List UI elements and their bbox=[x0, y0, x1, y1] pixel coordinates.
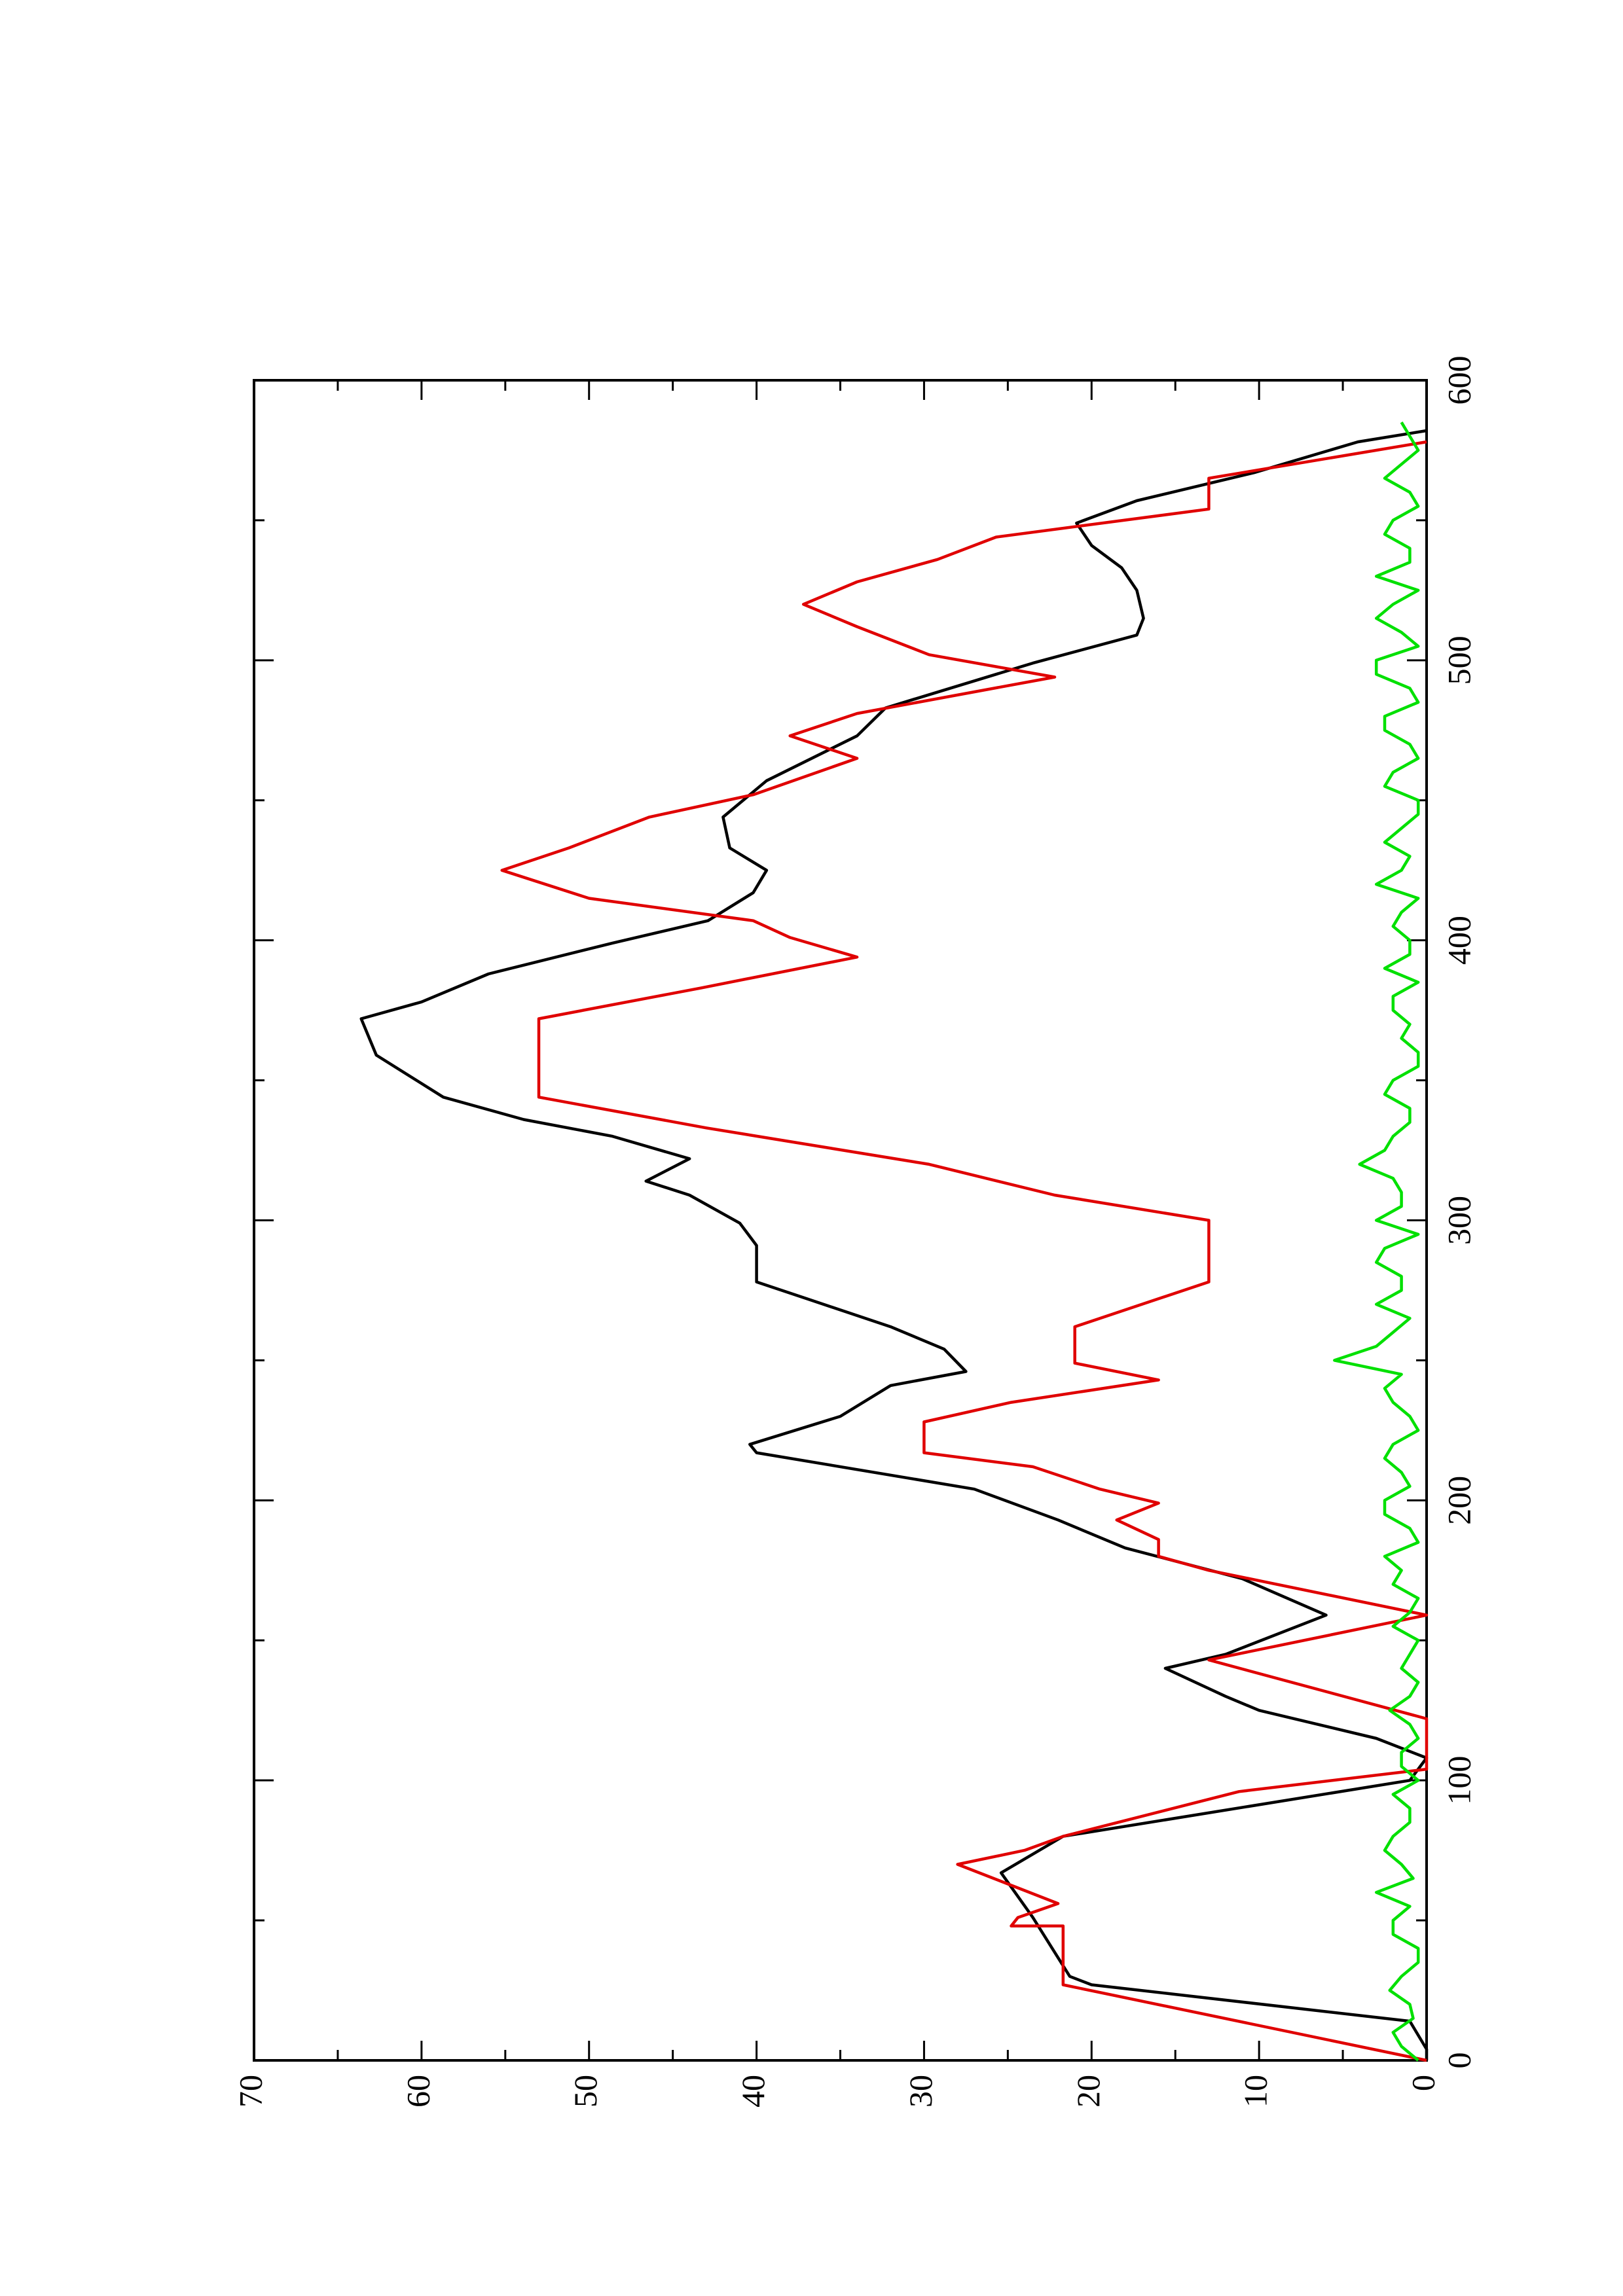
x-tick-label: 0 bbox=[1440, 2053, 1477, 2069]
y-tick-label: 0 bbox=[1404, 2075, 1441, 2091]
data-line bbox=[500, 440, 1429, 2062]
x-tick-label: 100 bbox=[1440, 1756, 1477, 1805]
y-tick-label: 30 bbox=[902, 2075, 939, 2108]
data-line bbox=[359, 429, 1429, 2060]
plot-frame bbox=[253, 379, 1428, 2062]
y-tick-label: 40 bbox=[735, 2075, 771, 2108]
x-tick-label: 200 bbox=[1440, 1476, 1477, 1525]
y-tick-label: 20 bbox=[1070, 2075, 1106, 2108]
y-tick-label: 10 bbox=[1237, 2075, 1274, 2108]
x-tick-label: 300 bbox=[1440, 1196, 1477, 1245]
x-tick-label: 400 bbox=[1440, 916, 1477, 965]
data-line bbox=[1333, 422, 1420, 2062]
y-tick-label: 60 bbox=[399, 2075, 436, 2108]
y-tick-label: 50 bbox=[567, 2075, 604, 2108]
plot-area: 0 100 200 300 400 500 600 0 10 20 30 40 50 60 70 bbox=[232, 356, 1477, 2108]
y-tick-label: 70 bbox=[232, 2075, 268, 2108]
x-tick-label: 600 bbox=[1440, 356, 1477, 405]
x-tick-label: 500 bbox=[1440, 636, 1477, 685]
